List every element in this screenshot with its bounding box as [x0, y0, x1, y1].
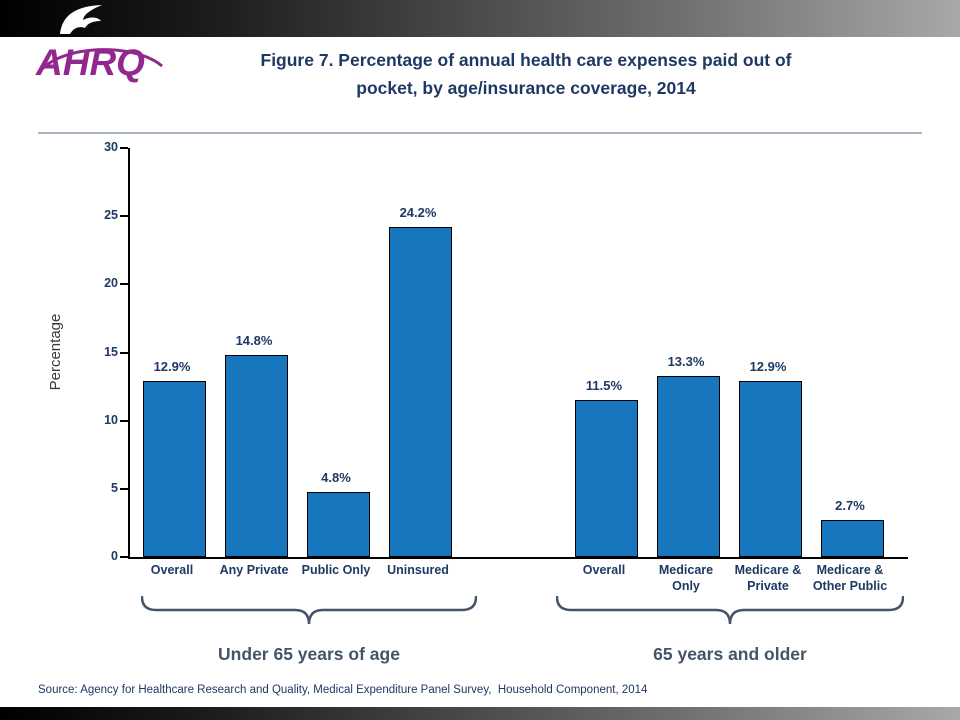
age-group-label: 65 years and older: [653, 644, 807, 664]
age-group-label: Under 65 years of age: [218, 644, 400, 664]
y-tick-mark: [120, 283, 128, 286]
group-brace: [141, 596, 477, 625]
y-tick-label: 25: [104, 208, 118, 223]
plot-area: [128, 148, 908, 559]
top-gradient-bar: [0, 0, 960, 37]
bar-value-label: 14.8%: [235, 333, 273, 348]
bar: [656, 376, 720, 557]
bar: [388, 227, 452, 557]
group-brace: [556, 596, 904, 625]
category-label: Public Only: [301, 563, 371, 577]
hhs-eagle-icon: [60, 5, 102, 34]
category-label: Uninsured: [387, 563, 449, 577]
y-tick-label: 20: [104, 276, 118, 291]
source-note: Source: Agency for Healthcare Research a…: [38, 684, 648, 696]
y-tick-label: 0: [111, 549, 118, 563]
bar: [738, 381, 802, 557]
bar-value-label: 13.3%: [667, 354, 705, 369]
bar-value-label: 11.5%: [585, 378, 623, 393]
y-tick-mark: [120, 215, 128, 218]
y-tick-label: 30: [104, 140, 118, 154]
y-tick-label: 5: [111, 480, 118, 495]
category-label: Medicare Only: [658, 563, 714, 593]
y-tick-mark: [120, 147, 128, 149]
category-label: Overall: [150, 563, 194, 577]
y-axis-label: Percentage: [47, 313, 64, 391]
y-tick-mark: [120, 556, 128, 558]
bar-value-label: 24.2%: [399, 205, 437, 220]
chart-title: Figure 7. Percentage of annual health ca…: [166, 46, 886, 102]
bar-value-label: 12.9%: [749, 359, 787, 374]
category-label: Medicare & Other Public: [812, 563, 888, 593]
category-label: Medicare & Private: [734, 563, 802, 593]
y-tick-label: 15: [104, 344, 118, 359]
bar: [224, 355, 288, 557]
category-label: Any Private: [219, 563, 289, 577]
bar-value-label: 12.9%: [153, 359, 191, 374]
bar: [306, 492, 370, 557]
bottom-gradient-bar: [0, 707, 960, 720]
bar-value-label: 4.8%: [321, 470, 351, 485]
bar-value-label: 2.7%: [835, 498, 865, 513]
bar: [574, 400, 638, 557]
ahrq-logo: AHRQ: [36, 42, 145, 83]
chart-title-line2: pocket, by age/insurance coverage, 2014: [356, 78, 696, 98]
title-divider-line: [38, 132, 922, 134]
bar: [142, 381, 206, 557]
y-tick-label: 10: [104, 412, 118, 427]
category-label: Overall: [582, 563, 626, 577]
bar: [820, 520, 884, 557]
y-tick-mark: [120, 419, 128, 422]
y-tick-mark: [120, 351, 128, 354]
y-tick-mark: [120, 487, 128, 490]
chart-title-line1: Figure 7. Percentage of annual health ca…: [260, 50, 792, 70]
